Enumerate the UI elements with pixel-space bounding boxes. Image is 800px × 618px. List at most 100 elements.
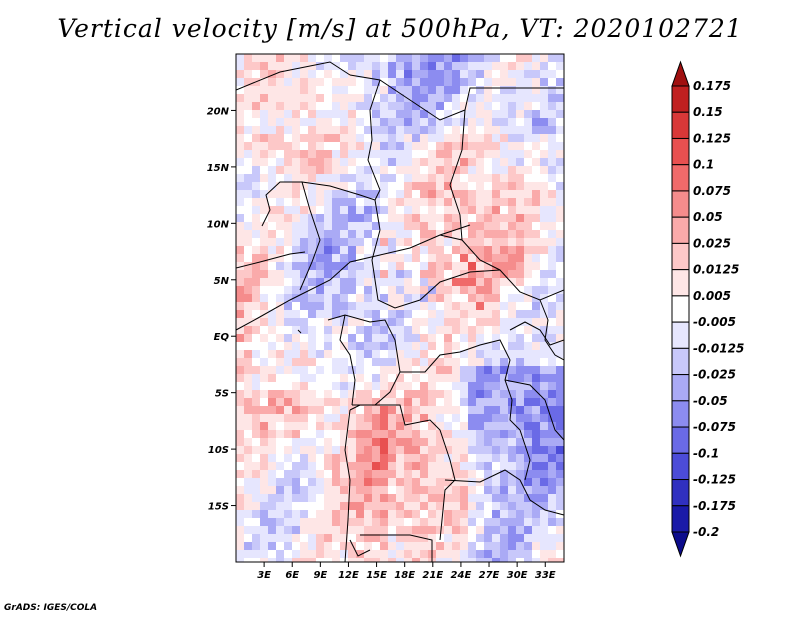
field-cell — [380, 246, 389, 255]
field-cell — [356, 94, 365, 103]
field-cell — [404, 534, 413, 543]
field-cell — [404, 134, 413, 143]
field-cell — [508, 334, 517, 343]
field-cell — [276, 558, 285, 562]
field-cell — [292, 190, 301, 199]
field-cell — [540, 334, 549, 343]
field-cell — [316, 174, 325, 183]
field-cell — [412, 294, 421, 303]
field-cell — [356, 294, 365, 303]
field-cell — [532, 206, 541, 215]
field-cell — [412, 502, 421, 511]
field-cell — [468, 118, 477, 127]
field-cell — [348, 254, 357, 263]
field-cell — [500, 358, 509, 367]
field-cell — [396, 494, 405, 503]
field-cell — [284, 374, 293, 383]
field-cell — [508, 166, 517, 175]
field-cell — [500, 398, 509, 407]
field-cell — [532, 390, 541, 399]
field-cell — [556, 478, 564, 487]
field-cell — [548, 478, 557, 487]
field-cell — [252, 502, 261, 511]
field-cell — [476, 462, 485, 471]
field-cell — [404, 454, 413, 463]
field-cell — [252, 246, 261, 255]
field-cell — [556, 526, 564, 535]
field-cell — [460, 78, 469, 87]
field-cell — [452, 182, 461, 191]
field-cell — [548, 454, 557, 463]
field-cell — [300, 102, 309, 111]
field-cell — [292, 478, 301, 487]
colorbar-box — [671, 85, 690, 113]
field-cell — [540, 238, 549, 247]
field-cell — [468, 382, 477, 391]
field-cell — [444, 334, 453, 343]
border-line — [261, 181, 302, 227]
field-cell — [316, 326, 325, 335]
field-cell — [468, 542, 477, 551]
field-cell — [388, 54, 397, 63]
field-cell — [540, 342, 549, 351]
field-cell — [364, 142, 373, 151]
field-cell — [236, 94, 245, 103]
field-cell — [460, 382, 469, 391]
field-cell — [540, 286, 549, 295]
field-cell — [508, 558, 517, 562]
field-cell — [468, 374, 477, 383]
field-cell — [476, 390, 485, 399]
field-cell — [532, 494, 541, 503]
x-tick-label: 3E — [257, 570, 271, 581]
field-cell — [364, 310, 373, 319]
field-cell — [524, 486, 533, 495]
field-cell — [460, 470, 469, 479]
field-cell — [252, 326, 261, 335]
field-cell — [548, 190, 557, 199]
field-cell — [524, 150, 533, 159]
field-cell — [268, 398, 277, 407]
field-cell — [468, 70, 477, 79]
plot-frame — [235, 53, 565, 563]
field-cell — [548, 78, 557, 87]
field-cell — [548, 238, 557, 247]
field-cell — [252, 366, 261, 375]
field-cell — [316, 334, 325, 343]
field-cell — [524, 302, 533, 311]
field-cell — [540, 150, 549, 159]
field-cell — [516, 534, 525, 543]
field-cell — [476, 270, 485, 279]
field-cell — [532, 70, 541, 79]
field-cell — [412, 398, 421, 407]
field-cell — [292, 246, 301, 255]
field-cell — [324, 534, 333, 543]
field-cell — [396, 342, 405, 351]
field-cell — [484, 70, 493, 79]
field-cell — [324, 86, 333, 95]
field-cell — [252, 182, 261, 191]
field-cell — [252, 406, 261, 415]
field-cell — [300, 342, 309, 351]
field-cell — [340, 110, 349, 119]
field-cell — [380, 294, 389, 303]
field-cell — [420, 350, 429, 359]
field-cell — [428, 526, 437, 535]
field-cell — [524, 558, 533, 562]
field-cell — [524, 54, 533, 63]
field-cell — [260, 534, 269, 543]
field-cell — [276, 326, 285, 335]
field-cell — [540, 262, 549, 271]
field-cell — [420, 318, 429, 327]
field-cell — [380, 390, 389, 399]
field-cell — [252, 358, 261, 367]
field-cell — [500, 446, 509, 455]
field-cell — [236, 542, 245, 551]
field-cell — [436, 158, 445, 167]
field-cell — [364, 446, 373, 455]
field-cell — [244, 326, 253, 335]
field-cell — [404, 550, 413, 559]
field-cell — [396, 550, 405, 559]
field-cell — [452, 350, 461, 359]
field-cell — [316, 182, 325, 191]
field-cell — [300, 366, 309, 375]
